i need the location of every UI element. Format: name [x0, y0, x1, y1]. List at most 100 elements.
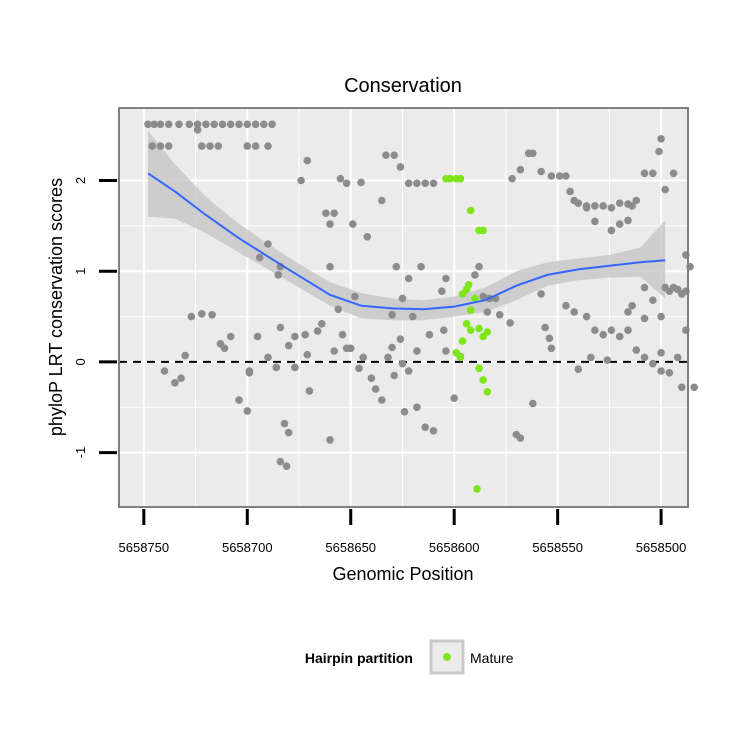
point-other	[226, 332, 235, 341]
point-other	[388, 343, 396, 352]
point-other	[398, 359, 407, 368]
point-other	[156, 142, 165, 150]
point-other	[442, 347, 450, 355]
plot-border	[118, 107, 689, 508]
point-mature	[466, 306, 475, 315]
point-other	[655, 147, 663, 156]
point-other	[506, 319, 514, 327]
point-other	[185, 120, 194, 129]
point-other	[649, 296, 657, 305]
point-other	[243, 407, 252, 415]
point-other	[657, 367, 665, 375]
point-other	[537, 167, 545, 176]
legend-key-box	[429, 639, 465, 675]
point-other	[280, 419, 289, 428]
point-other	[330, 209, 339, 217]
legend: Hairpin partition Mature	[305, 639, 514, 675]
point-other	[404, 367, 413, 375]
point-other	[570, 196, 578, 205]
point-mature	[479, 376, 488, 384]
point-other	[318, 320, 326, 328]
point-other	[303, 350, 312, 359]
point-other	[657, 312, 665, 321]
point-other	[268, 120, 276, 129]
point-other	[483, 308, 492, 316]
point-other	[669, 283, 678, 292]
point-other	[657, 349, 665, 357]
point-other	[251, 142, 260, 150]
point-other	[243, 142, 252, 150]
point-other	[582, 312, 591, 321]
point-other	[547, 344, 556, 353]
point-other	[657, 135, 665, 143]
point-other	[390, 371, 399, 380]
point-other	[607, 326, 616, 335]
point-other	[274, 271, 283, 279]
y-tick-label: 0	[73, 358, 88, 365]
point-other	[303, 156, 312, 165]
point-mature	[475, 324, 483, 333]
point-other	[624, 216, 632, 225]
point-other	[326, 436, 334, 444]
point-other	[156, 120, 165, 129]
point-other	[640, 314, 649, 323]
point-other	[382, 151, 390, 159]
point-other	[562, 172, 570, 180]
point-other	[388, 311, 396, 319]
point-other	[378, 196, 386, 205]
point-other	[661, 185, 669, 194]
point-other	[235, 120, 243, 129]
point-other	[624, 326, 632, 335]
point-other	[150, 120, 158, 129]
point-other	[603, 356, 612, 364]
point-other	[417, 262, 425, 271]
point-other	[206, 142, 214, 150]
point-other	[574, 365, 583, 374]
point-other	[429, 179, 438, 188]
point-other	[243, 120, 252, 129]
x-tick-label: 5658550	[532, 540, 583, 555]
point-other	[537, 290, 545, 298]
point-other	[342, 344, 351, 353]
point-other	[587, 353, 595, 362]
point-other	[164, 142, 173, 150]
point-other	[193, 126, 202, 134]
point-other	[255, 253, 264, 262]
smooth-line-layer	[147, 172, 666, 311]
point-other	[690, 383, 698, 392]
point-other	[665, 369, 674, 377]
point-other	[400, 408, 409, 416]
legend-label-mature: Mature	[470, 650, 514, 666]
point-other	[297, 176, 305, 185]
point-other	[322, 209, 330, 217]
point-other	[276, 457, 285, 466]
point-other	[291, 332, 299, 341]
point-other	[516, 434, 525, 442]
point-other	[425, 330, 434, 339]
point-mature	[462, 320, 471, 328]
point-other	[284, 341, 293, 350]
point-mature	[479, 226, 488, 235]
point-other	[210, 120, 218, 129]
point-other	[390, 151, 399, 159]
point-other	[276, 323, 285, 332]
point-other	[235, 396, 243, 404]
point-other	[508, 174, 516, 183]
point-other	[421, 179, 430, 188]
point-other	[198, 310, 206, 318]
point-other	[495, 311, 504, 319]
point-other	[282, 462, 291, 471]
point-other	[649, 359, 657, 368]
point-other	[673, 353, 682, 362]
point-other	[547, 172, 556, 180]
point-mature	[471, 294, 479, 303]
x-axis: 5658750 5658700 5658650 5658600 5658550 56585…	[119, 509, 686, 555]
point-mature	[466, 206, 475, 215]
smooth-trend-line	[147, 172, 666, 311]
point-other	[450, 394, 459, 403]
point-mature	[458, 337, 467, 345]
point-other	[144, 120, 152, 129]
point-other	[342, 179, 351, 188]
legend-title: Hairpin partition	[305, 650, 413, 666]
point-mature	[483, 388, 492, 396]
